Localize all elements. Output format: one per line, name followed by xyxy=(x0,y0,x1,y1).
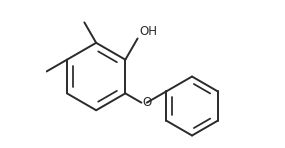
Text: O: O xyxy=(142,96,152,109)
Text: OH: OH xyxy=(139,25,157,38)
